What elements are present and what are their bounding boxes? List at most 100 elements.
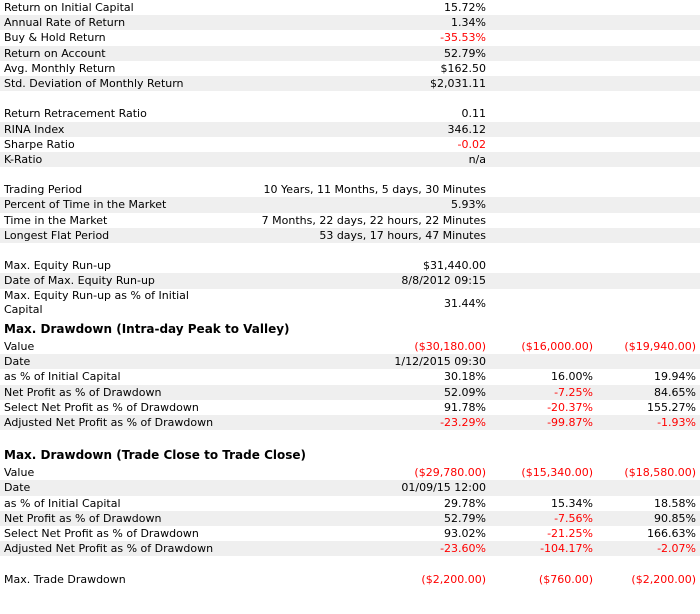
stat-row: Adjusted Net Profit as % of Drawdown -23.… (0, 414, 700, 431)
stat-row: Date 1/12/2015 09:30 (0, 354, 700, 370)
stat-value-col3: -1.93% (657, 415, 696, 429)
stat-row: Longest Flat Period 53 days, 17 hours, 47… (0, 227, 700, 243)
stat-label: Date of Max. Equity Run-up (4, 274, 155, 288)
stat-value-col2: -7.56% (554, 511, 593, 525)
stat-value-col1: 30.18% (444, 370, 486, 384)
stat-value-col2: -7.25% (554, 385, 593, 399)
stat-value-col1: ($2,200.00) (421, 572, 486, 586)
stat-value-col3: 166.63% (647, 527, 696, 541)
stat-value-col1: 15.72% (444, 1, 486, 14)
stat-label: Return on Account (4, 46, 106, 60)
stat-value-col1: $2,031.11 (430, 76, 486, 90)
spacer-row (0, 91, 700, 106)
stat-row: as % of Initial Capital 29.78% 15.34% 18.58… (0, 496, 700, 511)
stat-value-col1: 91.78% (444, 400, 486, 414)
stat-label: Value (4, 466, 35, 480)
stat-value-col1: 7 Months, 22 days, 22 hours, 22 Minutes (261, 213, 486, 227)
stat-label: Percent of Time in the Market (4, 198, 167, 212)
stat-value-col2: -99.87% (547, 415, 593, 429)
stat-row: Net Profit as % of Drawdown 52.09% -7.25% 8… (0, 384, 700, 400)
stat-label: Annual Rate of Return (4, 16, 126, 30)
stat-row: Value ($30,180.00) ($16,000.00) ($19,940.00… (0, 339, 700, 354)
stat-row: Max. Equity Run-up $31,440.00 (0, 258, 700, 273)
stat-value-col3: 19.94% (654, 370, 696, 384)
stat-value-col1: $162.50 (440, 61, 487, 75)
stat-row: Percent of Time in the Market 5.93% (0, 197, 700, 213)
stat-label: Sharpe Ratio (4, 137, 75, 151)
stat-value-col1: 52.79% (444, 46, 486, 60)
stat-row: Max. Trade Drawdown ($2,200.00) ($760.00) (… (0, 572, 700, 587)
stat-label: Value (4, 339, 35, 353)
stat-value-col2: ($16,000.00) (521, 339, 593, 353)
stat-row: Max. Equity Run-up as % of Initial Capit… (0, 289, 700, 319)
stat-row: Buy & Hold Return -35.53% (0, 30, 700, 45)
stat-value-col3: 84.65% (654, 385, 696, 399)
stat-label: Adjusted Net Profit as % of Drawdown (4, 415, 214, 429)
stat-label: RINA Index (4, 122, 65, 136)
stat-value-col1: n/a (468, 152, 486, 166)
stat-value-col3: 18.58% (654, 496, 696, 510)
stat-value-col1: 29.78% (444, 496, 486, 510)
performance-report-table: Return on Initial Capital 15.72% Annual Ra… (0, 0, 700, 587)
stat-value-col1: ($30,180.00) (414, 339, 486, 353)
stat-value-col1: 346.12 (447, 122, 487, 136)
stat-label: as % of Initial Capital (4, 370, 121, 384)
stat-label: Trading Period (4, 183, 83, 197)
stat-row: Date of Max. Equity Run-up 8/8/2012 09:15 (0, 273, 700, 289)
stat-label: Time in the Market (4, 213, 108, 227)
stat-row: RINA Index 346.12 (0, 121, 700, 137)
section-header: Max. Drawdown (Intra-day Peak to Valley) (0, 319, 700, 339)
stat-value-col3: ($18,580.00) (624, 466, 696, 480)
stat-label: Return on Initial Capital (4, 1, 134, 14)
stat-value-col2: ($15,340.00) (521, 466, 593, 480)
stat-label: Buy & Hold Return (4, 31, 106, 45)
stat-label: Return Retracement Ratio (4, 107, 147, 121)
stat-label: Max. Trade Drawdown (4, 572, 126, 586)
stat-value-col1: 0.11 (461, 107, 487, 121)
stat-value-col3: ($2,200.00) (631, 572, 696, 586)
stat-row: Date 01/09/15 12:00 (0, 480, 700, 496)
stat-label: Max. Equity Run-up as % of Initial Capit… (4, 288, 189, 316)
stat-value-col3: ($19,940.00) (624, 339, 696, 353)
stat-value-col1: 31.44% (444, 296, 486, 310)
stat-row: as % of Initial Capital 30.18% 16.00% 19.94… (0, 369, 700, 384)
stat-row: Net Profit as % of Drawdown 52.79% -7.56% 9… (0, 510, 700, 527)
stat-value-col1: 8/8/2012 09:15 (401, 274, 486, 288)
stat-value-col1: 93.02% (444, 527, 486, 541)
stat-value-col1: 53 days, 17 hours, 47 Minutes (319, 228, 486, 242)
stat-value-col1: -23.29% (440, 415, 486, 429)
stat-label: Net Profit as % of Drawdown (4, 385, 162, 399)
stat-row: Time in the Market 7 Months, 22 days, 22 … (0, 213, 700, 228)
stat-value-col1: $31,440.00 (423, 259, 486, 273)
stat-row: Return Retracement Ratio 0.11 (0, 106, 700, 121)
spacer-row (0, 430, 700, 445)
stat-row: Return on Initial Capital 15.72% (0, 0, 700, 15)
stat-label: Date (4, 481, 31, 495)
stat-label: as % of Initial Capital (4, 496, 121, 510)
stat-label: Select Net Profit as % of Drawdown (4, 527, 199, 541)
stat-value-col3: 155.27% (647, 400, 696, 414)
stat-value-col1: -35.53% (440, 31, 486, 45)
stat-row: Annual Rate of Return 1.34% (0, 15, 700, 31)
section-title: Max. Drawdown (Intra-day Peak to Valley) (4, 321, 290, 336)
stat-row: Trading Period 10 Years, 11 Months, 5 day… (0, 182, 700, 197)
stat-value-col2: -104.17% (540, 542, 593, 556)
stat-value-col1: 52.09% (444, 385, 486, 399)
stat-row: Std. Deviation of Monthly Return $2,031.1… (0, 75, 700, 92)
stat-value-col1: 5.93% (451, 198, 486, 212)
stat-label: Max. Equity Run-up (4, 259, 112, 273)
stat-row: K-Ratio n/a (0, 151, 700, 168)
stat-label: Longest Flat Period (4, 228, 110, 242)
stat-value-col2: -20.37% (547, 400, 593, 414)
stat-row: Return on Account 52.79% (0, 45, 700, 61)
stat-row: Sharpe Ratio -0.02 (0, 137, 700, 152)
stat-label: Select Net Profit as % of Drawdown (4, 400, 199, 414)
stat-label: Date (4, 355, 31, 369)
stat-value-col2: -21.25% (547, 527, 593, 541)
stat-value-col2: 15.34% (551, 496, 593, 510)
section-header: Max. Drawdown (Trade Close to Trade Clos… (0, 445, 700, 465)
stat-value-col3: -2.07% (657, 542, 696, 556)
stat-row: Select Net Profit as % of Drawdown 91.78%… (0, 400, 700, 415)
spacer-row (0, 243, 700, 258)
stat-row: Avg. Monthly Return $162.50 (0, 61, 700, 76)
